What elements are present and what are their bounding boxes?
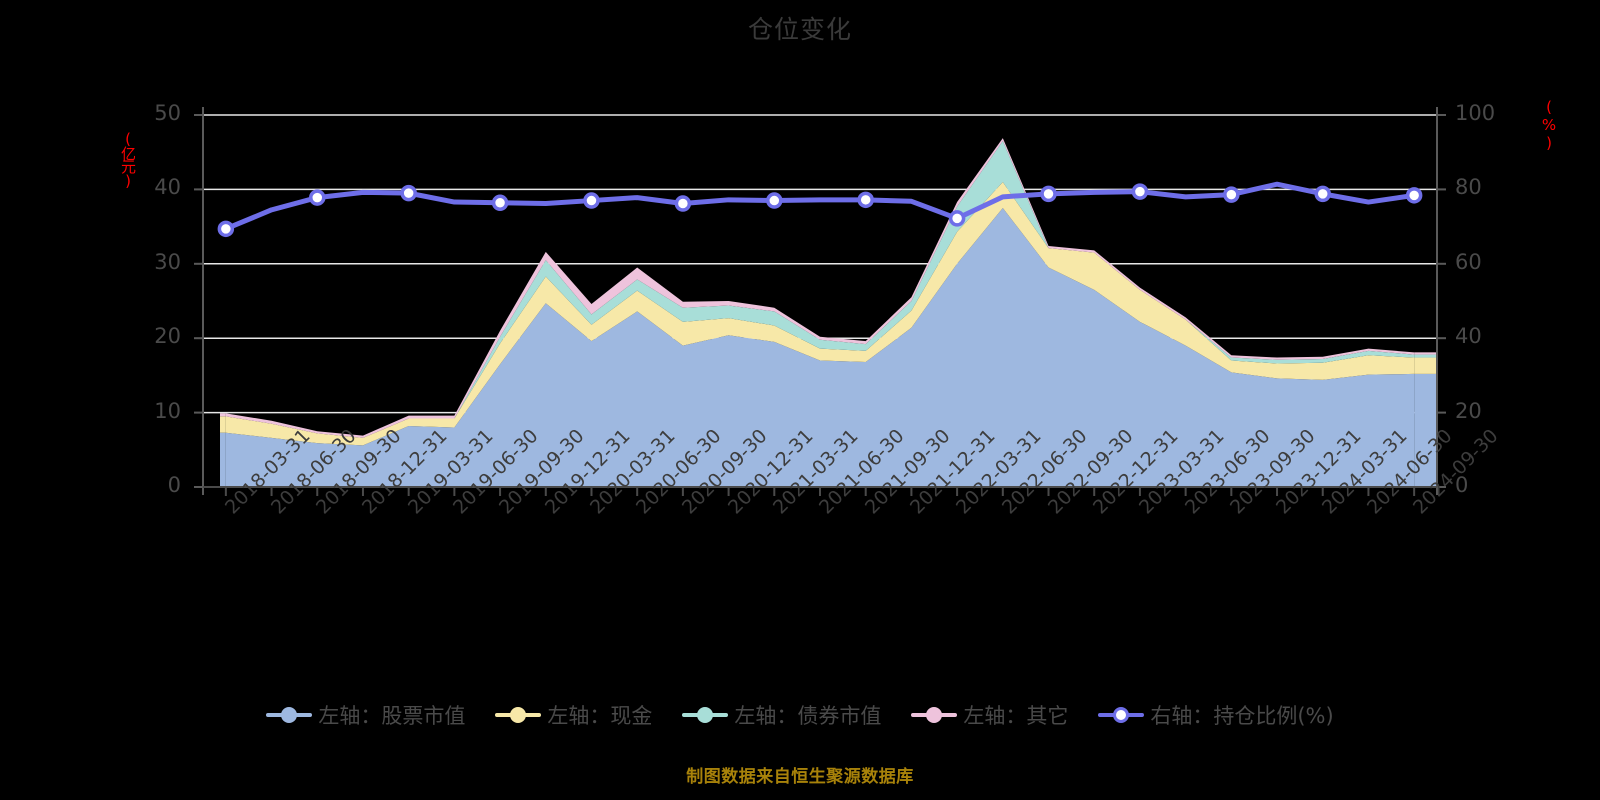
- legend-item[interactable]: 左轴：股票市值: [266, 700, 465, 730]
- left-axis-unit-label: (亿元): [119, 130, 137, 188]
- axis-spines: [194, 107, 1446, 496]
- legend-dot-icon: [266, 705, 313, 725]
- right-axis-unit-label: (%): [1540, 98, 1558, 152]
- legend-dot-icon: [911, 705, 958, 725]
- legend-dot-icon: [682, 705, 729, 725]
- left-tick-label: 40: [154, 175, 181, 200]
- legend-dot-icon: [495, 705, 542, 725]
- ratio-line-markers: [217, 183, 1423, 238]
- right-tick-label: 20: [1455, 398, 1482, 423]
- chart-title: 仓位变化: [747, 15, 852, 44]
- left-tick-label: 10: [154, 398, 181, 423]
- legend-label: 左轴：现金: [547, 704, 653, 728]
- area-左轴：股票市值: [225, 208, 1415, 487]
- right-tick-label: 60: [1455, 249, 1482, 274]
- stacked-areas: [225, 138, 1415, 487]
- left-tick-label: 30: [154, 249, 181, 274]
- legend-label: 右轴：持仓比例(%): [1150, 704, 1334, 728]
- legend-label: 左轴：股票市值: [318, 704, 466, 728]
- legend-item[interactable]: 左轴：债券市值: [682, 700, 881, 730]
- left-tick-label: 20: [154, 324, 181, 349]
- right-tick-label: 0: [1455, 473, 1469, 497]
- left-tick-label: 0: [167, 473, 181, 497]
- right-tick-label: 40: [1455, 324, 1482, 349]
- footer-source-note: 制图数据来自恒生聚源数据库: [686, 767, 914, 787]
- right-tick-label: 100: [1455, 101, 1496, 125]
- legend-label: 左轴：债券市值: [734, 704, 882, 728]
- left-tick-label: 50: [154, 101, 181, 125]
- legend-item[interactable]: 左轴：现金: [495, 700, 652, 730]
- legend-item[interactable]: 右轴：持仓比例(%): [1098, 700, 1334, 730]
- legend-label: 左轴：其它: [963, 704, 1069, 728]
- area-edge-fills: [220, 352, 1437, 487]
- legend-hollow-dot-icon: [1098, 705, 1145, 725]
- ratio-line: [223, 181, 1417, 232]
- chart-legend: 左轴：股票市值 左轴：现金 左轴：债券市值 左轴：其它 右轴：持仓比例(%): [0, 700, 1600, 730]
- right-tick-label: 80: [1455, 175, 1482, 200]
- legend-item[interactable]: 左轴：其它: [911, 700, 1068, 730]
